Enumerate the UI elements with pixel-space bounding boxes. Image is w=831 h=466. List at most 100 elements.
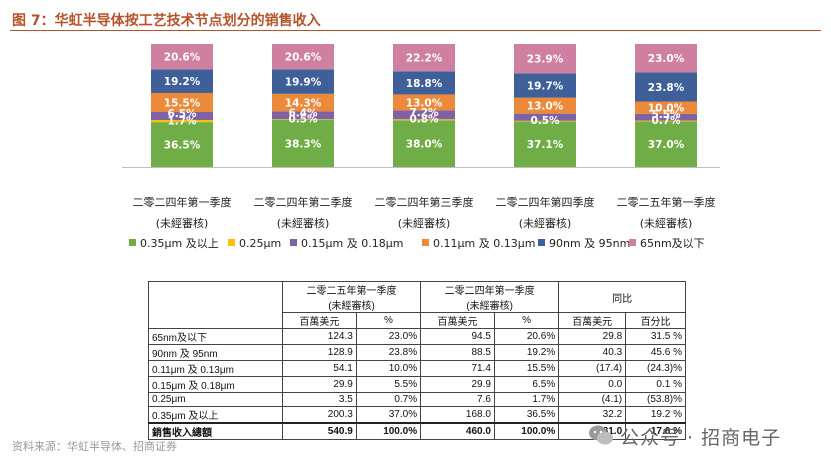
table-cell: 23.0% [355,328,422,345]
table-cell: 100.0% [355,422,422,440]
bar-segment [514,113,576,121]
data-label: 18.8% [406,78,443,90]
figure-title: 图 7：华虹半导体按工艺技术节点划分的销售收入 [12,13,321,29]
category-label: 二零二四年第四季度 [496,195,595,209]
wechat-icon [589,425,613,445]
table-cell: 54.1 [282,360,357,377]
table-group-header: 二零二四年第一季度 (未經審核) [420,281,560,313]
table-cell: 71.4 [420,360,495,377]
table-cell: (53.8)% [625,392,686,407]
category-label: (未經審核) [519,216,572,230]
table-cell: 1.7% [493,392,560,407]
table-subheader: 百分比 [625,312,686,329]
data-label: 19.9% [285,77,322,89]
table-cell: 45.6 % [625,344,686,361]
table-cell: 36.5% [493,406,560,424]
table-cell: 168.0 [420,406,495,424]
bar-segment [272,69,334,94]
data-label: 38.3% [285,138,322,150]
data-label: 37.1% [527,139,564,151]
bar-segment [635,72,697,102]
bar-segment [151,122,213,167]
table-cell: 3.5 [282,392,357,407]
data-label: 20.6% [164,52,201,64]
data-label: 0.5% [530,115,560,127]
table-row: 0.25μm 3.5 0.7% 7.6 1.7% (4.1) (53.8)% [148,392,686,407]
bar-segment [393,71,455,95]
data-label: 7.2% [409,107,439,119]
data-label: 6.5% [167,108,197,120]
legend-swatch [422,239,429,246]
bar-segment [514,121,576,167]
table-cell: 124.3 [282,328,357,345]
bar-segment [635,121,697,167]
table-cell: 19.2% [493,344,560,361]
table-cell: 88.5 [420,344,495,361]
table-cell: 94.5 [420,328,495,345]
table-cell: 540.9 [282,422,357,440]
bar-segment [635,101,697,114]
table-row-label: 90nm 及 95nm [148,344,283,361]
bar-segment [272,119,334,120]
legend-label: 0.35μm 及以上 [140,237,219,250]
data-label: 23.9% [527,54,564,66]
data-label: 15.5% [164,97,201,109]
revenue-table: 二零二五年第一季度 (未經審核) 二零二四年第一季度 (未經審核) 同比 百萬美元 … [148,281,686,440]
data-label: 19.2% [164,76,201,88]
bar-segment [272,93,334,112]
table-cell: 200.3 [282,406,357,424]
table-cell: 128.9 [282,344,357,361]
bar-segment [151,92,213,113]
category-label: (未經審核) [640,216,693,230]
category-label: 二零二四年第二季度 [254,195,353,209]
table-cell: 29.8 [558,328,627,345]
bar-segment [151,44,213,70]
table-cell: 29.9 [420,376,495,393]
bar-segment [272,111,334,120]
data-label: 13.0% [406,97,443,109]
header-divider [10,30,821,31]
legend-swatch [538,239,545,246]
table-cell: 0.7% [355,392,422,407]
table-cell: 5.5% [355,376,422,393]
table-row-label: 0.15μm 及 0.18μm [148,376,283,393]
table-row: 0.11μm 及 0.13μm 54.1 10.0% 71.4 15.5% (17.4)(… [148,360,686,377]
table-subheader: 百萬美元 [282,312,357,329]
table-row-label: 65nm及以下 [148,328,283,345]
bar-segment [393,110,455,120]
bar-segment [514,97,576,114]
table-cell: 15.5% [493,360,560,377]
table-group-header: 同比 [558,281,686,313]
table-cell: 0.0 [558,376,627,393]
table-row: 65nm及以下 124.3 23.0% 94.5 20.6% 29.8 31.5 % [148,328,686,345]
table-subheader: % [493,312,560,329]
bar-segment [514,73,576,98]
bar-segment [635,44,697,73]
table-row-label: 銷售收入總額 [148,422,283,440]
bar-segment [514,120,576,122]
category-label: (未經審核) [398,216,451,230]
data-label: 0.5% [288,113,318,125]
bar-segment [151,69,213,93]
bar-segment [635,113,697,121]
table-row-label: 0.11μm 及 0.13μm [148,360,283,377]
table-cell: 29.9 [282,376,357,393]
category-label: 二零二四年第三季度 [375,195,474,209]
bar-segment [393,119,455,121]
table-cell: 0.1 % [625,376,686,393]
data-label: 1.7% [167,115,197,127]
table-group-header: 二零二五年第一季度 (未經審核) [281,281,422,313]
watermark-text: 公众号 · 招商电子 [620,427,782,449]
table-corner [148,281,283,329]
data-label: 23.8% [648,82,685,94]
table-cell: 7.6 [420,392,495,407]
data-label: 19.7% [527,81,564,93]
figure-header: 图 7：华虹半导体按工艺技术节点划分的销售收入 [0,0,831,34]
table-subheader: 百萬美元 [558,312,627,329]
data-label: 20.6% [285,52,322,64]
table-cell: 10.0% [355,360,422,377]
legend-swatch [629,239,636,246]
data-label: 22.2% [406,53,443,65]
watermark: 公众号 · 招商电子 [588,420,818,450]
bar-segment [514,44,576,74]
